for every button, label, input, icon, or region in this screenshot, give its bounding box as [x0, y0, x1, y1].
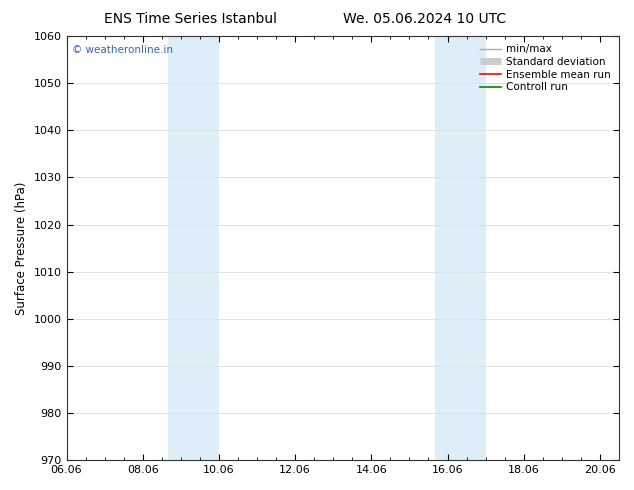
Text: We. 05.06.2024 10 UTC: We. 05.06.2024 10 UTC	[343, 12, 507, 26]
Text: © weatheronline.in: © weatheronline.in	[72, 45, 173, 54]
Legend: min/max, Standard deviation, Ensemble mean run, Controll run: min/max, Standard deviation, Ensemble me…	[477, 41, 614, 96]
Bar	[168, 36, 219, 460]
Y-axis label: Surface Pressure (hPa): Surface Pressure (hPa)	[15, 181, 28, 315]
Bar	[435, 36, 486, 460]
Text: ENS Time Series Istanbul: ENS Time Series Istanbul	[104, 12, 276, 26]
